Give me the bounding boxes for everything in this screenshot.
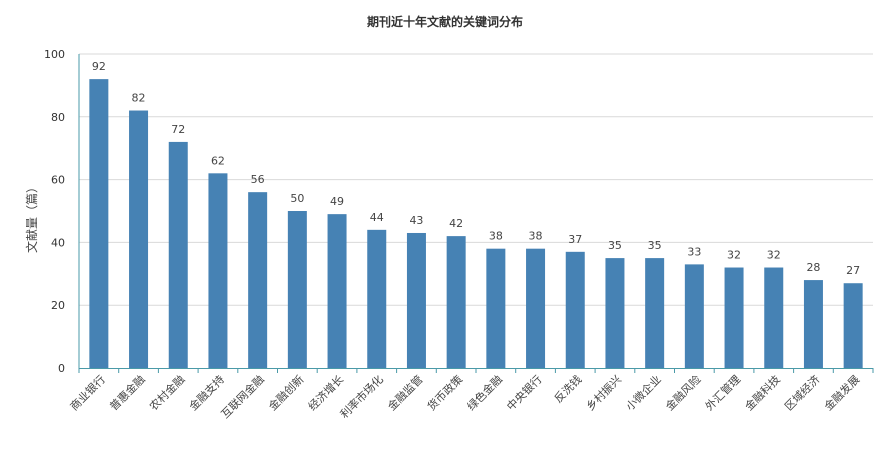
x-tick-label: 金融风险 bbox=[662, 372, 703, 413]
bar bbox=[129, 110, 149, 369]
x-tick-label: 金融监管 bbox=[385, 372, 426, 413]
x-tick-label: 金融发展 bbox=[821, 372, 862, 413]
x-tick-label: 金融支持 bbox=[186, 372, 227, 413]
y-tick-label: 60 bbox=[51, 174, 65, 187]
y-tick-label: 0 bbox=[58, 362, 65, 375]
bar bbox=[605, 258, 625, 368]
bar bbox=[406, 232, 426, 368]
x-tick-label: 绿色金融 bbox=[464, 372, 505, 413]
bar bbox=[526, 248, 546, 368]
bar bbox=[843, 283, 863, 368]
y-tick-label: 80 bbox=[51, 111, 65, 124]
x-tick-label: 利率市场化 bbox=[337, 372, 386, 421]
x-tick-label: 经济增长 bbox=[305, 372, 346, 413]
data-label: 56 bbox=[251, 173, 265, 186]
chart-title: 期刊近十年文献的关键词分布 bbox=[367, 14, 523, 29]
data-label: 42 bbox=[449, 217, 463, 230]
data-label: 43 bbox=[409, 214, 423, 227]
y-tick-label: 40 bbox=[51, 236, 65, 249]
bar bbox=[327, 214, 347, 368]
y-axis-label: 文献量（篇） bbox=[24, 181, 39, 253]
y-tick-label: 100 bbox=[44, 48, 65, 61]
y-axis-ticks: 0 20 40 60 80 100 bbox=[44, 48, 65, 375]
bar bbox=[248, 192, 268, 368]
bar bbox=[446, 236, 466, 368]
data-label: 38 bbox=[529, 230, 543, 243]
bar bbox=[367, 229, 387, 368]
x-tick-label: 反洗钱 bbox=[551, 372, 584, 405]
data-label: 82 bbox=[132, 92, 146, 105]
x-tick-label: 区域经济 bbox=[782, 372, 823, 413]
y-tick-label: 20 bbox=[51, 299, 65, 312]
data-label: 27 bbox=[846, 264, 860, 277]
data-label: 62 bbox=[211, 154, 225, 167]
bar bbox=[724, 267, 744, 368]
x-tick-label: 外汇管理 bbox=[702, 372, 743, 413]
bar bbox=[803, 280, 823, 368]
data-label: 37 bbox=[568, 233, 582, 246]
grid-lines bbox=[79, 53, 873, 306]
x-tick-label: 小微企业 bbox=[623, 372, 664, 413]
bar bbox=[287, 211, 307, 368]
data-label: 32 bbox=[767, 249, 781, 262]
x-tick-label: 货币政策 bbox=[424, 372, 465, 413]
data-label: 38 bbox=[489, 230, 503, 243]
data-label: 92 bbox=[92, 60, 106, 73]
bar bbox=[684, 264, 704, 368]
x-tick-label: 乡村振兴 bbox=[583, 372, 624, 413]
data-label: 50 bbox=[290, 192, 304, 205]
bar bbox=[89, 79, 109, 369]
data-label: 35 bbox=[648, 239, 662, 252]
x-tick-label: 互联网金融 bbox=[218, 372, 267, 421]
bar bbox=[764, 267, 784, 368]
data-labels: 92 82 72 62 56 50 49 44 43 42 38 38 37 35 35 33 32 32 28 27 bbox=[92, 60, 860, 277]
x-tick-label: 普惠金融 bbox=[107, 372, 148, 413]
x-tick-label: 中央银行 bbox=[504, 372, 545, 413]
data-label: 35 bbox=[608, 239, 622, 252]
bar bbox=[645, 258, 665, 368]
bar bbox=[565, 251, 585, 368]
x-tick-label: 金融创新 bbox=[265, 372, 306, 413]
data-label: 32 bbox=[727, 249, 741, 262]
x-tick-label: 金融科技 bbox=[742, 372, 783, 413]
axes bbox=[78, 54, 874, 373]
data-label: 72 bbox=[171, 123, 185, 136]
x-tick-label: 农村金融 bbox=[146, 372, 187, 413]
data-label: 44 bbox=[370, 211, 384, 224]
data-label: 33 bbox=[687, 245, 701, 258]
x-tick-label: 商业银行 bbox=[67, 372, 108, 413]
data-label: 49 bbox=[330, 195, 344, 208]
bar bbox=[208, 173, 228, 368]
bar bbox=[486, 248, 506, 368]
data-label: 28 bbox=[806, 261, 820, 274]
bars bbox=[89, 79, 863, 369]
bar bbox=[168, 141, 188, 368]
